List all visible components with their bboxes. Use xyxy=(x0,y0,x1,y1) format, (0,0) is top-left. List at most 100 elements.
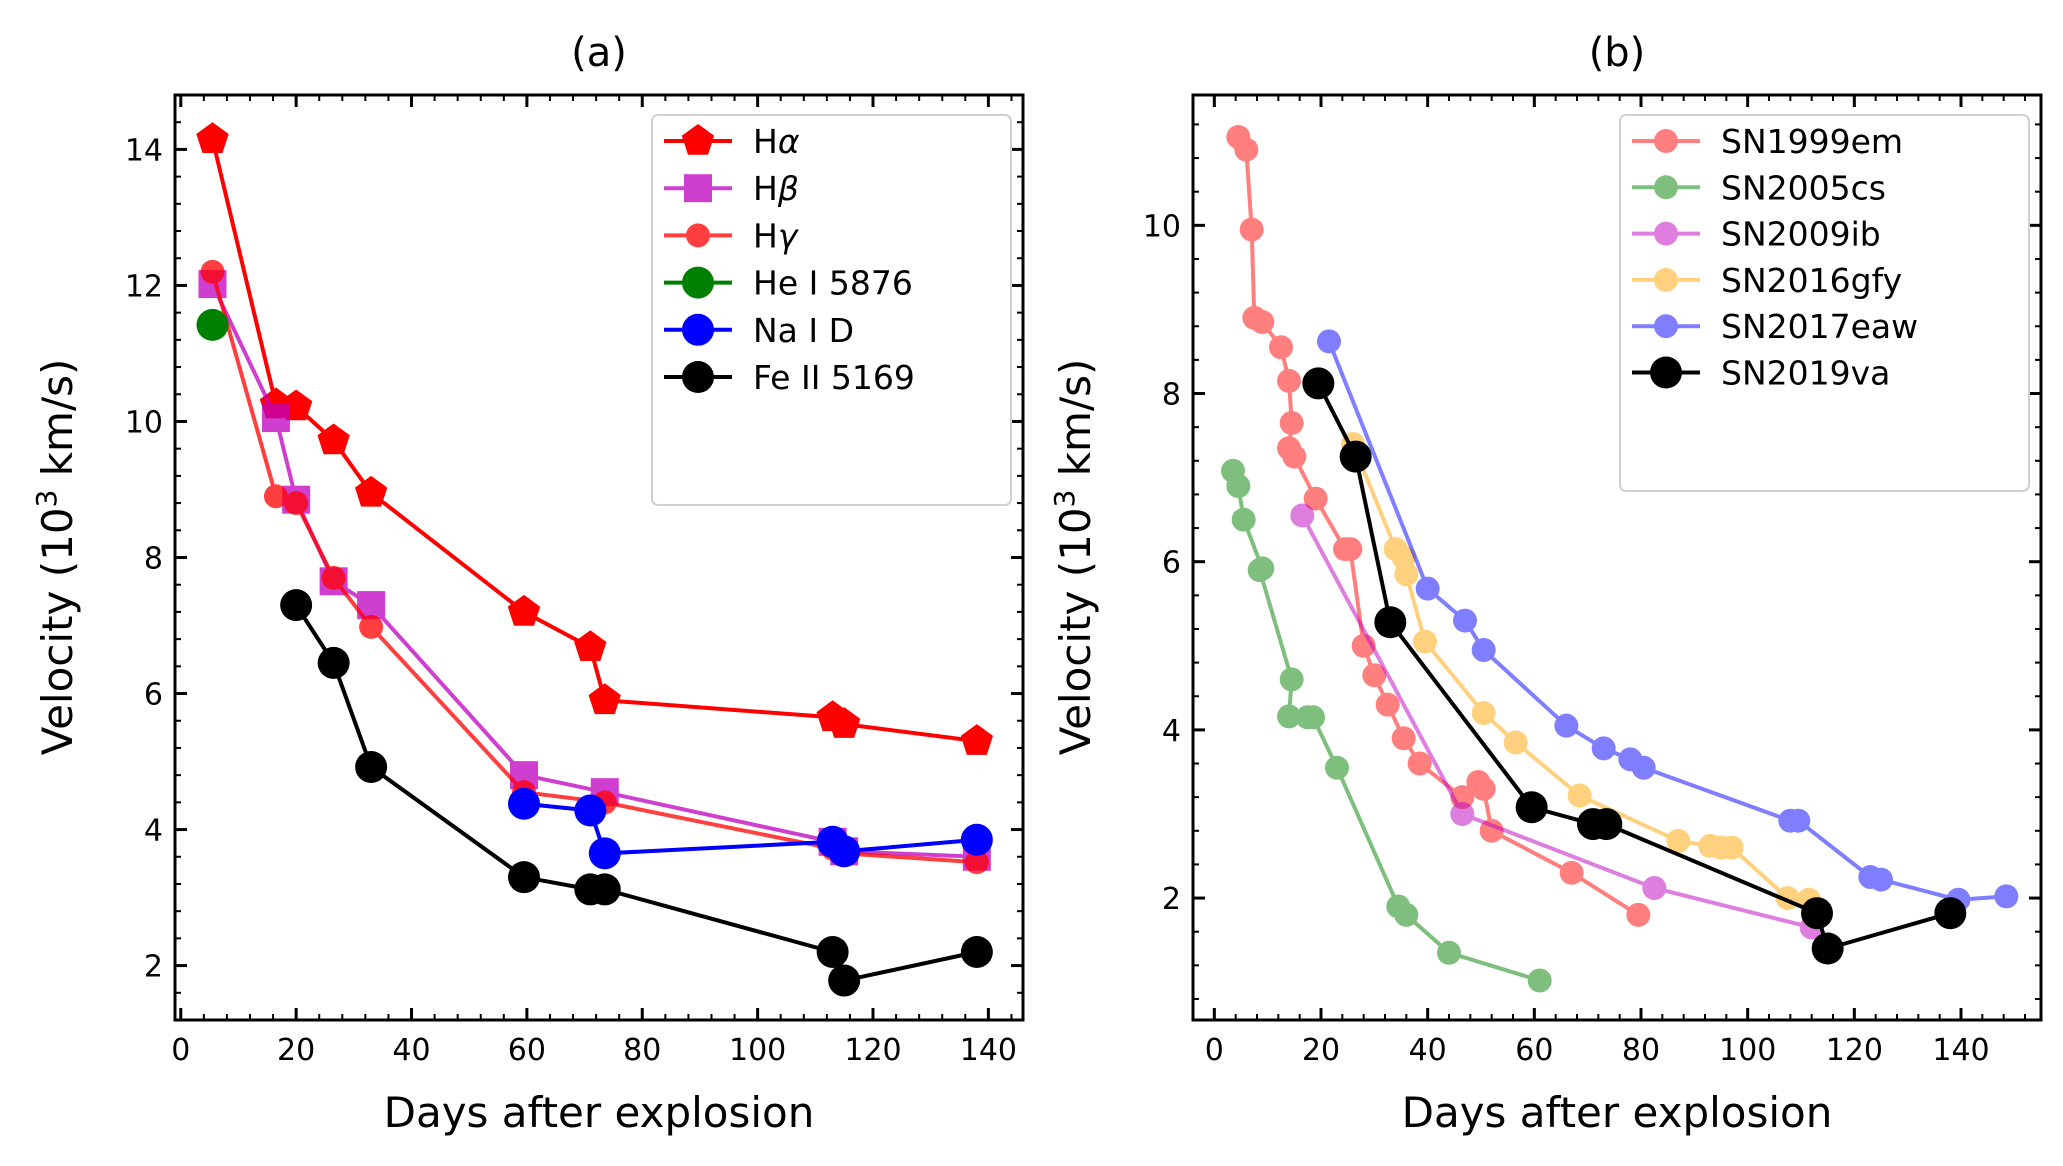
sn2005cs-point-9 xyxy=(1325,755,1349,780)
series-layer-a xyxy=(196,122,993,997)
h--point-0 xyxy=(200,259,225,284)
fe-ii-5169-point-0 xyxy=(280,589,313,622)
sn1999em-point-7 xyxy=(1279,410,1304,435)
legend-sn2005cs-point-0 xyxy=(1654,175,1678,200)
x-tick-label: 0 xyxy=(1205,1033,1224,1068)
x-tick-label: 80 xyxy=(1622,1033,1660,1068)
h--point-3 xyxy=(317,423,350,455)
x-tick-label: 40 xyxy=(392,1033,430,1068)
fe-ii-5169-point-2 xyxy=(355,750,388,783)
legend-entry-na-i-d xyxy=(664,313,732,346)
h--point-9 xyxy=(828,707,861,738)
plot-area-b xyxy=(1191,93,2043,1022)
sn2016gfy-point-4 xyxy=(1413,629,1437,654)
legend-entry-sn2009ib xyxy=(1632,221,1700,246)
y-tick-label: 12 xyxy=(125,269,163,304)
h--point-7 xyxy=(588,683,621,715)
h--point-0 xyxy=(196,122,229,153)
h--point-10 xyxy=(960,724,993,755)
x-tick-label: 0 xyxy=(171,1033,190,1068)
sn2017eaw-point-1 xyxy=(1415,576,1440,601)
sn2016gfy-point-3 xyxy=(1394,562,1419,587)
x-tick-label: 20 xyxy=(1302,1033,1340,1068)
legend-label: Hα xyxy=(753,122,800,161)
sn2016gfy-point-5 xyxy=(1471,701,1496,726)
legend-sn2017eaw-point-0 xyxy=(1654,314,1678,339)
fe-ii-5169-point-1 xyxy=(317,646,350,679)
fe-ii-5169-point-3 xyxy=(508,861,541,894)
fe-ii-5169-point-8 xyxy=(960,935,993,968)
sn2017eaw-point-2 xyxy=(1453,608,1477,633)
sn2005cs-point-6 xyxy=(1277,704,1301,729)
sn2017eaw-point-0 xyxy=(1317,329,1341,354)
sn2016gfy-point-7 xyxy=(1567,783,1592,808)
h--point-1 xyxy=(263,484,288,509)
legend-entry-sn1999em xyxy=(1632,129,1700,153)
y-tick-label: 6 xyxy=(1162,546,1181,581)
series-layer-b xyxy=(1221,125,2019,993)
sn2019va-point-0 xyxy=(1302,367,1335,400)
legend-sn2009ib-point-0 xyxy=(1654,221,1678,246)
series-fe-ii-5169 xyxy=(280,589,993,997)
y-tick-label: 8 xyxy=(1162,378,1181,413)
sn1999em-point-5 xyxy=(1269,335,1293,360)
legend-sn2019va-point-0 xyxy=(1650,356,1682,389)
sn1999em-point-23 xyxy=(1626,902,1651,927)
sn1999em-point-10 xyxy=(1303,486,1328,511)
sn1999em-point-15 xyxy=(1375,692,1400,717)
sn2016gfy-point-6 xyxy=(1503,730,1528,755)
sn2019va-point-6 xyxy=(1801,897,1833,930)
na-i-d-point-1 xyxy=(574,794,607,827)
series-line-sn2009ib xyxy=(1300,514,1813,930)
sn2019va-point-7 xyxy=(1811,932,1844,965)
sn2005cs-point-5 xyxy=(1279,667,1304,692)
sn2005cs-point-1 xyxy=(1226,474,1251,499)
legend-entry-h- xyxy=(664,124,732,155)
series-he-i-5876 xyxy=(196,308,229,341)
legend-entry-sn2005cs xyxy=(1632,175,1700,200)
sn2005cs-point-2 xyxy=(1231,507,1256,532)
series-sn1999em xyxy=(1226,125,1651,927)
h--point-6 xyxy=(574,630,607,661)
x-tick-label: 60 xyxy=(508,1033,546,1068)
legend-label: SN2016gfy xyxy=(1721,261,1902,300)
sn2005cs-point-4 xyxy=(1247,558,1272,583)
series-na-i-d xyxy=(508,787,993,870)
fe-ii-5169-point-5 xyxy=(588,873,621,906)
legend-label: He I 5876 xyxy=(753,264,913,303)
y-tick-label: 10 xyxy=(125,405,163,440)
y-tick-label: 2 xyxy=(144,950,163,985)
x-tick-label: 140 xyxy=(1932,1033,1989,1068)
na-i-d-point-0 xyxy=(508,787,541,820)
legend-entry-fe-ii-5169 xyxy=(664,361,732,393)
sn1999em-point-2 xyxy=(1239,217,1264,242)
sn1999em-point-9 xyxy=(1282,444,1307,469)
fe-ii-5169-point-7 xyxy=(828,964,861,997)
legend-a: Hα Hβ Hγ He I 5876 Na I D Fe II 5169 xyxy=(651,114,1012,506)
legend-he-i-5876-point-0 xyxy=(682,266,714,299)
legend-entry-sn2017eaw xyxy=(1632,314,1700,339)
sn2016gfy-point-11 xyxy=(1719,835,1744,860)
legend-label: SN2009ib xyxy=(1721,215,1881,254)
x-tick-label: 100 xyxy=(1719,1033,1776,1068)
sn2009ib-point-1 xyxy=(1450,801,1475,826)
sn2017eaw-point-7 xyxy=(1631,755,1656,780)
y-tick-label: 10 xyxy=(1143,209,1181,244)
legend-sn1999em-point-0 xyxy=(1654,129,1678,153)
legend-label: SN2019va xyxy=(1721,354,1890,393)
fe-ii-5169-point-6 xyxy=(816,935,849,968)
h--point-3 xyxy=(321,565,346,590)
legend-label: Hβ xyxy=(753,169,799,208)
sn2005cs-point-11 xyxy=(1394,902,1419,927)
na-i-d-point-4 xyxy=(828,835,861,868)
panel-b: (b) Days after explosion Velocity (103 k… xyxy=(1048,30,2043,1137)
series-sn2009ib xyxy=(1290,503,1824,940)
y-tick-label: 8 xyxy=(144,542,163,577)
h--point-5 xyxy=(507,594,541,626)
legend-fe-ii-5169-point-0 xyxy=(682,361,714,393)
sn1999em-point-14 xyxy=(1362,663,1387,688)
sn1999em-point-17 xyxy=(1407,751,1432,776)
sn2019va-point-8 xyxy=(1934,897,1967,930)
x-tick-label: 20 xyxy=(277,1033,315,1068)
y-tick-label: 4 xyxy=(144,814,163,849)
